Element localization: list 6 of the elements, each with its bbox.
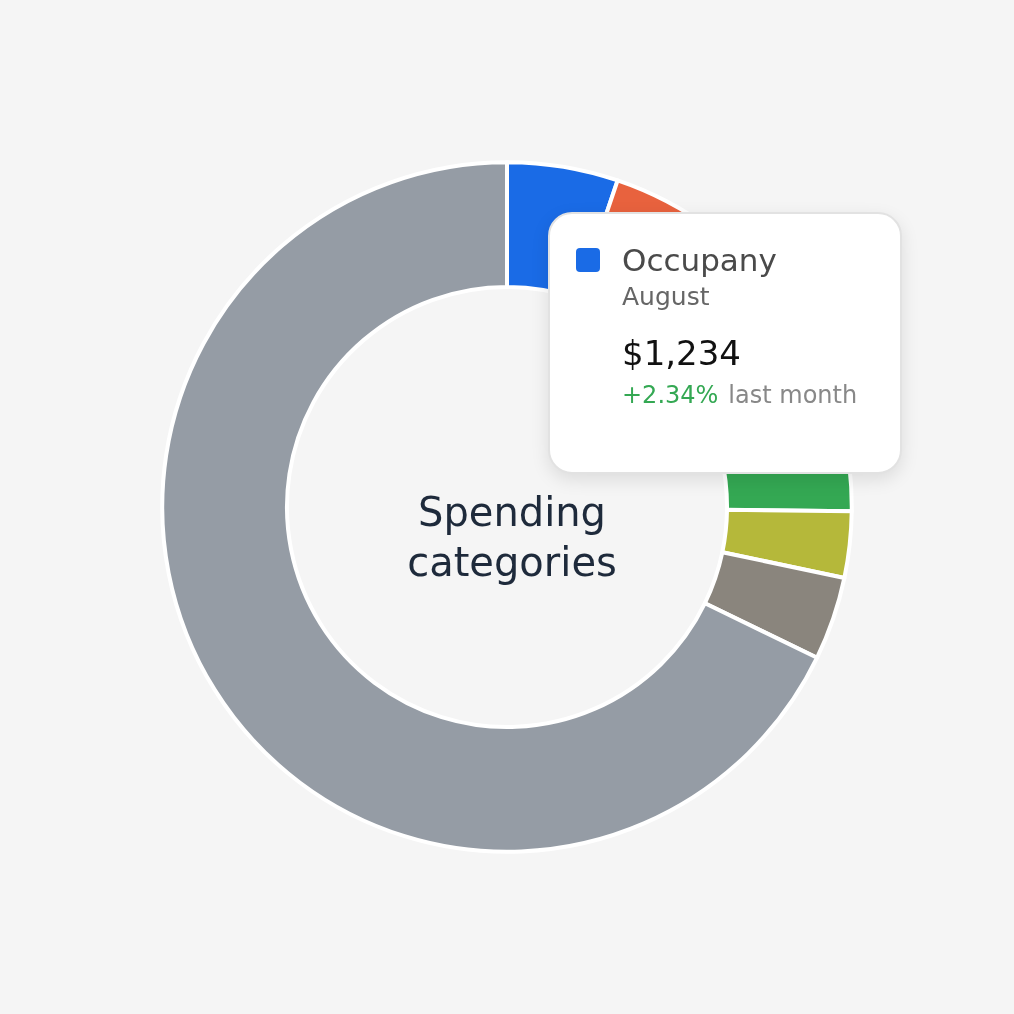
text: last month [728,381,858,409]
text: $1,234 [622,333,742,373]
legend-label: Occupany [622,242,777,278]
text: Spending categories [407,489,617,585]
text: +2.34% [622,381,719,409]
text: August [622,282,711,311]
